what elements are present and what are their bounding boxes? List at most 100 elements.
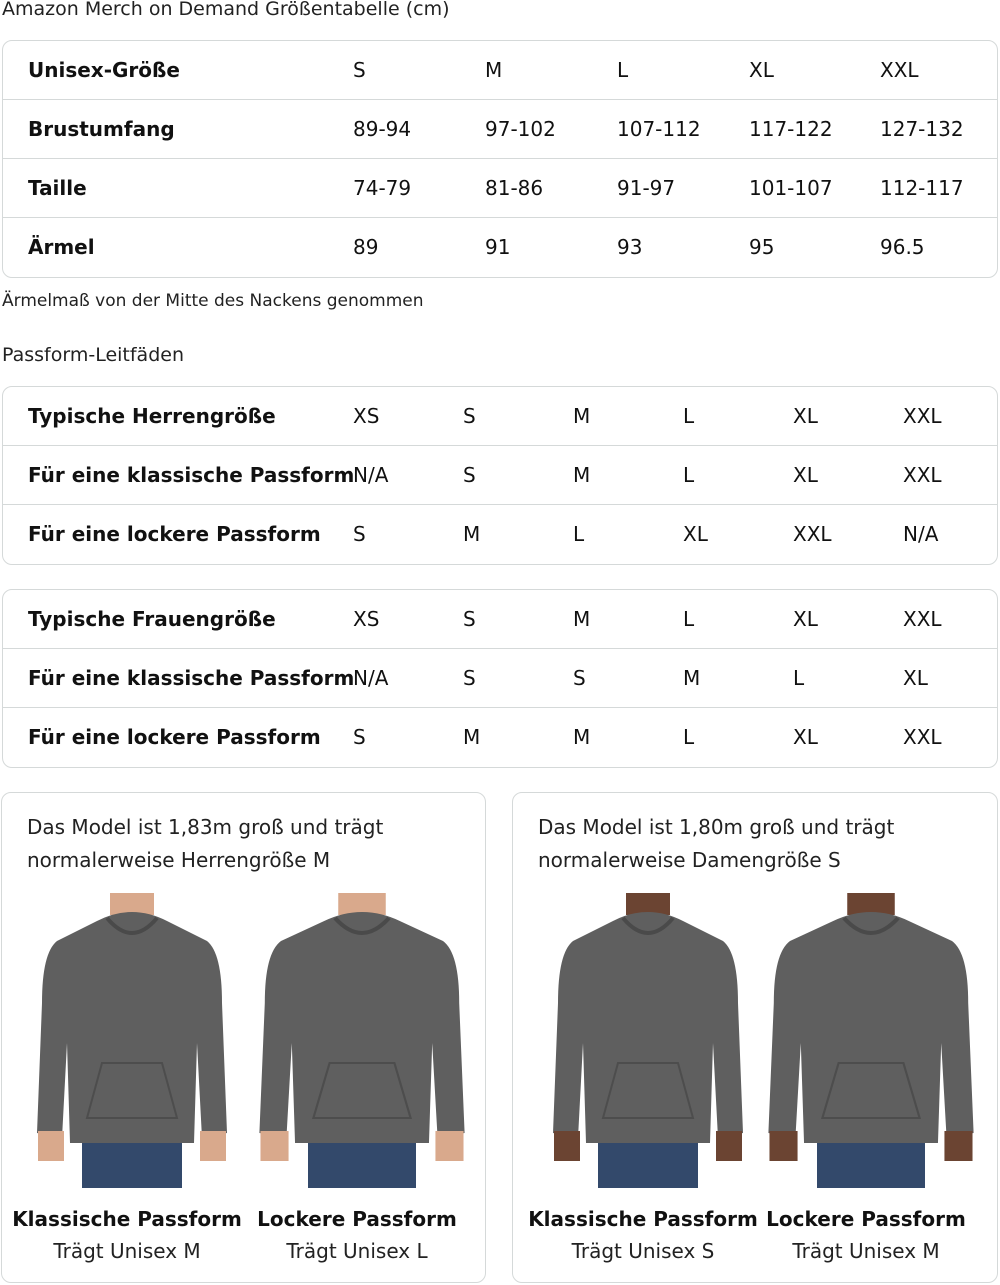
table-cell: 89 — [353, 235, 379, 259]
table-cell: 96.5 — [880, 235, 925, 259]
table-cell: XS — [353, 607, 380, 631]
table-cell: XXL — [793, 522, 832, 546]
table-cell: XL — [903, 666, 928, 690]
table-row: Für eine klassische Passform N/A S S M L XL — [3, 649, 997, 708]
table-cell: XXL — [903, 404, 942, 428]
figure-caption: Klassische Passform Trägt Unisex S — [523, 1203, 763, 1267]
table-cell: 93 — [617, 235, 643, 259]
table-cell: M — [573, 607, 591, 631]
table-cell: S — [353, 58, 366, 82]
table-cell: XL — [683, 522, 708, 546]
model-caption: Das Model ist 1,80m groß und trägt norma… — [538, 815, 895, 872]
table-cell: M — [683, 666, 701, 690]
table-cell: 101-107 — [749, 176, 833, 200]
table-cell: 95 — [749, 235, 775, 259]
wears-label: Trägt Unisex M — [792, 1239, 940, 1263]
men-fit-table: Typische Herrengröße XS S M L XL XXL Für eine k… — [2, 386, 998, 565]
row-label: Brustumfang — [28, 117, 175, 141]
table-cell: M — [573, 725, 591, 749]
table-cell: M — [463, 522, 481, 546]
row-label: Für eine lockere Passform — [28, 725, 321, 749]
table-cell: N/A — [903, 522, 939, 546]
table-cell: 81-86 — [485, 176, 544, 200]
table-cell: 117-122 — [749, 117, 833, 141]
table-cell: S — [463, 404, 476, 428]
table-cell: L — [683, 463, 695, 487]
table-cell: M — [573, 404, 591, 428]
row-label: Ärmel — [28, 235, 95, 259]
row-label: Für eine klassische Passform — [28, 463, 355, 487]
table-cell: XL — [793, 607, 818, 631]
fit-label: Klassische Passform — [528, 1207, 758, 1231]
table-cell: XS — [353, 404, 380, 428]
table-cell: S — [573, 666, 586, 690]
figure-caption: Lockere Passform Trägt Unisex M — [746, 1203, 986, 1267]
table-row: Unisex-Größe S M L XL XXL — [3, 41, 997, 100]
table-cell: 91 — [485, 235, 511, 259]
sleeve-note: Ärmelmaß von der Mitte des Nackens genom… — [2, 291, 424, 311]
table-cell: L — [683, 725, 695, 749]
figure-caption: Klassische Passform Trägt Unisex M — [7, 1203, 247, 1267]
table-cell: L — [793, 666, 805, 690]
fit-label: Klassische Passform — [12, 1207, 242, 1231]
table-cell: 91-97 — [617, 176, 676, 200]
row-label: Für eine klassische Passform — [28, 666, 355, 690]
table-row: Ärmel 89 91 93 95 96.5 — [3, 218, 997, 277]
page-title: Amazon Merch on Demand Größentabelle (cm… — [2, 0, 450, 20]
women-fit-table: Typische Frauengröße XS S M L XL XXL Für eine k… — [2, 589, 998, 768]
table-cell: 112-117 — [880, 176, 964, 200]
table-cell: XL — [793, 463, 818, 487]
table-cell: XL — [793, 725, 818, 749]
table-cell: XXL — [903, 607, 942, 631]
row-label: Typische Herrengröße — [28, 404, 276, 428]
table-row: Typische Herrengröße XS S M L XL XXL — [3, 387, 997, 446]
table-cell: M — [573, 463, 591, 487]
classic-fit-hoodie-photo — [538, 893, 758, 1188]
table-cell: M — [463, 725, 481, 749]
table-cell: XXL — [880, 58, 919, 82]
table-cell: L — [683, 607, 695, 631]
table-cell: L — [683, 404, 695, 428]
table-cell: S — [463, 607, 476, 631]
table-cell: 127-132 — [880, 117, 964, 141]
fit-label: Lockere Passform — [257, 1207, 457, 1231]
row-label: Taille — [28, 176, 87, 200]
table-row: Typische Frauengröße XS S M L XL XXL — [3, 590, 997, 649]
table-cell: S — [353, 522, 366, 546]
table-cell: 97-102 — [485, 117, 556, 141]
row-label: Typische Frauengröße — [28, 607, 276, 631]
table-cell: XL — [793, 404, 818, 428]
fit-heading: Passform-Leitfäden — [2, 344, 184, 366]
table-cell: XL — [749, 58, 774, 82]
table-cell: L — [617, 58, 629, 82]
classic-fit-hoodie-photo — [22, 893, 242, 1188]
table-cell: S — [353, 725, 366, 749]
loose-fit-hoodie-photo — [761, 893, 981, 1188]
row-label: Unisex-Größe — [28, 58, 180, 82]
fit-label: Lockere Passform — [766, 1207, 966, 1231]
size-table: Unisex-Größe S M L XL XXL Brustumfang 89-94 97-1… — [2, 40, 998, 278]
table-cell: 89-94 — [353, 117, 412, 141]
wears-label: Trägt Unisex M — [53, 1239, 201, 1263]
loose-fit-hoodie-photo — [252, 893, 472, 1188]
table-row: Für eine lockere Passform S M M L XL XXL — [3, 708, 997, 767]
wears-label: Trägt Unisex L — [286, 1239, 428, 1263]
table-row: Taille 74-79 81-86 91-97 101-107 112-117 — [3, 159, 997, 218]
table-row: Brustumfang 89-94 97-102 107-112 117-122 127-… — [3, 100, 997, 159]
model-caption: Das Model ist 1,83m groß und trägt norma… — [27, 815, 384, 872]
wears-label: Trägt Unisex S — [571, 1239, 715, 1263]
table-cell: 74-79 — [353, 176, 412, 200]
table-cell: N/A — [353, 666, 389, 690]
table-cell: S — [463, 463, 476, 487]
figure-caption: Lockere Passform Trägt Unisex L — [237, 1203, 477, 1267]
table-cell: N/A — [353, 463, 389, 487]
table-cell: S — [463, 666, 476, 690]
model-card-men: Das Model ist 1,83m groß und trägt norma… — [1, 792, 486, 1283]
model-card-women: Das Model ist 1,80m groß und trägt norma… — [512, 792, 998, 1283]
table-cell: M — [485, 58, 503, 82]
table-cell: 107-112 — [617, 117, 701, 141]
table-cell: L — [573, 522, 585, 546]
table-row: Für eine lockere Passform S M L XL XXL N/A — [3, 505, 997, 564]
row-label: Für eine lockere Passform — [28, 522, 321, 546]
table-cell: XXL — [903, 463, 942, 487]
